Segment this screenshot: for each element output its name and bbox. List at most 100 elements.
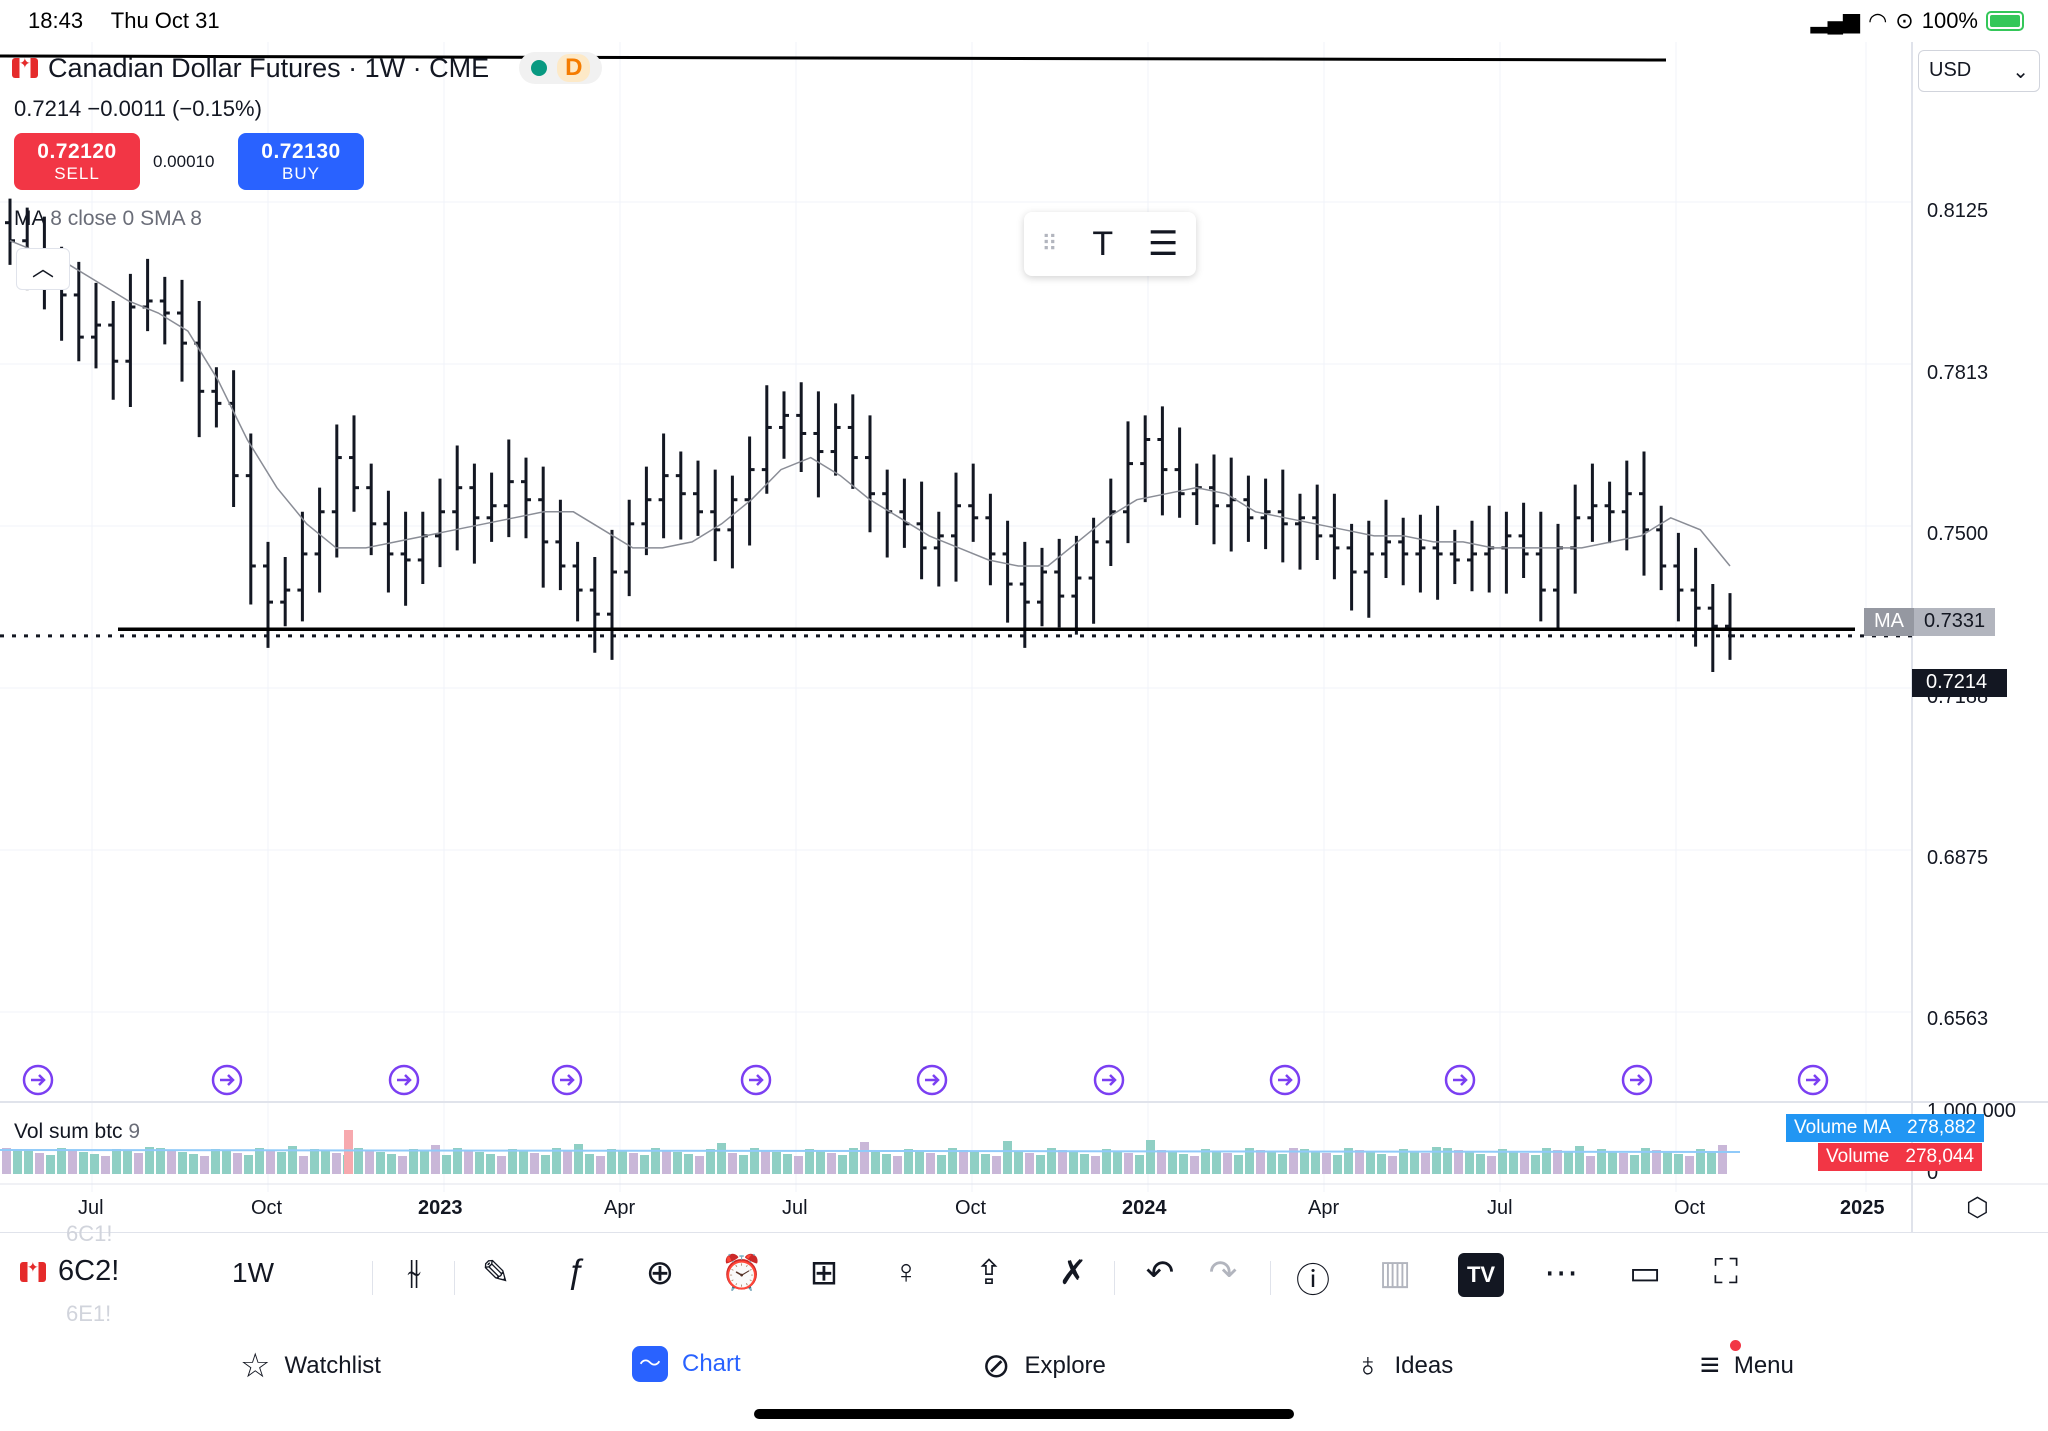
volume-bar [1300, 1149, 1309, 1174]
tab-ideas[interactable]: ♁ Ideas [1355, 1346, 1453, 1385]
volume-bar [1542, 1148, 1551, 1174]
y-axis-label: 0.8125 [1927, 200, 1989, 222]
home-indicator [754, 1409, 1294, 1419]
volume-bar [1003, 1141, 1012, 1174]
volume-bar [805, 1149, 814, 1174]
volume-bar [475, 1152, 484, 1174]
next-symbol[interactable]: 6E1! [66, 1301, 112, 1326]
x-axis-label: Apr [604, 1197, 636, 1219]
wifi-icon: ◠ [1868, 8, 1888, 33]
collapse-legend-button[interactable]: ︿ [16, 248, 70, 290]
redo-icon[interactable]: ↷ [1208, 1254, 1238, 1292]
drawing-floating-toolbar[interactable]: ⠿ T ☰ [1024, 212, 1196, 276]
window-icon[interactable]: ▭ [1628, 1254, 1662, 1292]
volume-bar [541, 1155, 550, 1174]
volume-bar [464, 1150, 473, 1174]
price-change: −0.0011 (−0.15%) [87, 96, 262, 121]
currency-select[interactable]: USD ⌄ [1918, 50, 2040, 92]
volume-bar [1168, 1152, 1177, 1174]
volume-bar [1036, 1155, 1045, 1174]
symbol-selector[interactable]: 6C2! [20, 1255, 119, 1288]
sell-button[interactable]: 0.72120 SELL [14, 133, 140, 190]
chart-icon: 〜 [632, 1346, 668, 1382]
tab-label: Watchlist [284, 1352, 381, 1379]
previous-symbol[interactable]: 6C1! [66, 1221, 113, 1246]
indicators-icon[interactable]: ƒ [567, 1253, 587, 1291]
chart-area[interactable] [0, 42, 2048, 1232]
volume-bar [1498, 1149, 1507, 1174]
bar-style-icon[interactable]: ⫳ [407, 1253, 421, 1291]
volume-bar [90, 1154, 99, 1174]
volume-bar [1355, 1150, 1364, 1174]
event-arrow-icon [397, 1074, 412, 1086]
drag-handle-icon[interactable]: ⠿ [1041, 231, 1058, 256]
buy-button[interactable]: 0.72130 BUY [238, 133, 364, 190]
volume-bar [1322, 1153, 1331, 1174]
volume-bar [1333, 1155, 1342, 1174]
fullscreen-icon[interactable]: ⛶ [1714, 1253, 1738, 1291]
undo-icon[interactable]: ↶ [1145, 1254, 1175, 1292]
ma-tag-value: 0.7331 [1914, 608, 1996, 636]
volume-bar [684, 1154, 693, 1174]
volume-bar [1344, 1148, 1353, 1174]
text-tool-icon[interactable]: T [1092, 224, 1114, 263]
volume-legend[interactable]: Vol sum btc 9 [14, 1120, 140, 1144]
volume-tag: Volume 278,044 [1818, 1143, 1983, 1171]
volume-bar [101, 1156, 110, 1174]
volume-bar [783, 1154, 792, 1174]
volume-profile-icon[interactable]: ▥ [1378, 1254, 1412, 1292]
toolbar-divider [1270, 1261, 1271, 1295]
volume-bar [420, 1151, 429, 1174]
line-style-icon[interactable]: ☰ [1148, 225, 1179, 263]
volume-bar [530, 1153, 539, 1174]
volume-bar [750, 1148, 759, 1174]
volume-bar [409, 1149, 418, 1174]
more-options-icon[interactable]: ⋯ [1544, 1254, 1578, 1292]
market-status-pill[interactable]: D [519, 52, 603, 84]
layout-grid-icon[interactable]: ⊞ [809, 1254, 839, 1292]
ideas-bulb-icon[interactable]: ♀ [893, 1253, 919, 1291]
share-icon[interactable]: ⇪ [974, 1254, 1004, 1292]
volume-bar [970, 1152, 979, 1174]
symbol-legend[interactable]: Canadian Dollar Futures · 1W · CME D [12, 52, 603, 84]
volume-ma-tag: Volume MA 278,882 [1786, 1114, 1984, 1142]
volume-bar [288, 1146, 297, 1174]
volume-bar [1234, 1155, 1243, 1174]
tradingview-logo-icon[interactable]: TV [1458, 1253, 1504, 1297]
event-arrow-icon [1102, 1074, 1117, 1086]
volume-bar [255, 1148, 264, 1174]
volume-bar [1366, 1152, 1375, 1174]
volume-bar [1091, 1156, 1100, 1174]
status-bar: 18:43 Thu Oct 31 ▂▄▆ ◠ ⊙ 100% [0, 0, 2048, 42]
remove-drawings-icon[interactable]: ✗ [1058, 1254, 1088, 1292]
volume-bar [112, 1149, 121, 1174]
volume-scale-zero: 0 [1927, 1162, 1939, 1184]
volume-bar [904, 1149, 913, 1174]
drawing-tools-icon[interactable]: ✎ [481, 1254, 511, 1292]
ma-indicator-legend[interactable]: MA 8 close 0 SMA 8 [14, 207, 202, 231]
add-icon[interactable]: ⊕ [645, 1254, 675, 1292]
volume-bar [1223, 1153, 1232, 1174]
volume-bar [1410, 1151, 1419, 1174]
tab-menu[interactable]: ≡ Menu [1700, 1340, 1794, 1385]
event-arrow-icon [1630, 1074, 1645, 1086]
volume-bar [233, 1153, 242, 1174]
volume-bar [376, 1152, 385, 1174]
volume-bar [200, 1156, 209, 1174]
tab-chart[interactable]: 〜 Chart [632, 1346, 741, 1382]
timeframe-selector[interactable]: 1W [232, 1257, 274, 1288]
chart-canvas[interactable] [0, 42, 2048, 1232]
volume-bar [1454, 1150, 1463, 1174]
chart-settings-gear-icon[interactable]: ⬡ [1966, 1192, 1989, 1222]
volume-bar [1597, 1149, 1606, 1174]
tab-explore[interactable]: ⊘ Explore [982, 1346, 1106, 1386]
alert-clock-icon[interactable]: ⏰ [720, 1254, 764, 1292]
tab-watchlist[interactable]: ☆ Watchlist [240, 1346, 381, 1386]
info-icon[interactable]: ⓘ [1296, 1262, 1330, 1300]
volume-bar [365, 1150, 374, 1174]
volume-bar [321, 1151, 330, 1174]
x-axis-label: 2023 [418, 1197, 463, 1219]
volume-bar [442, 1155, 451, 1174]
volume-bar [1014, 1151, 1023, 1174]
volume-indicator-name: Vol sum btc [14, 1120, 123, 1143]
